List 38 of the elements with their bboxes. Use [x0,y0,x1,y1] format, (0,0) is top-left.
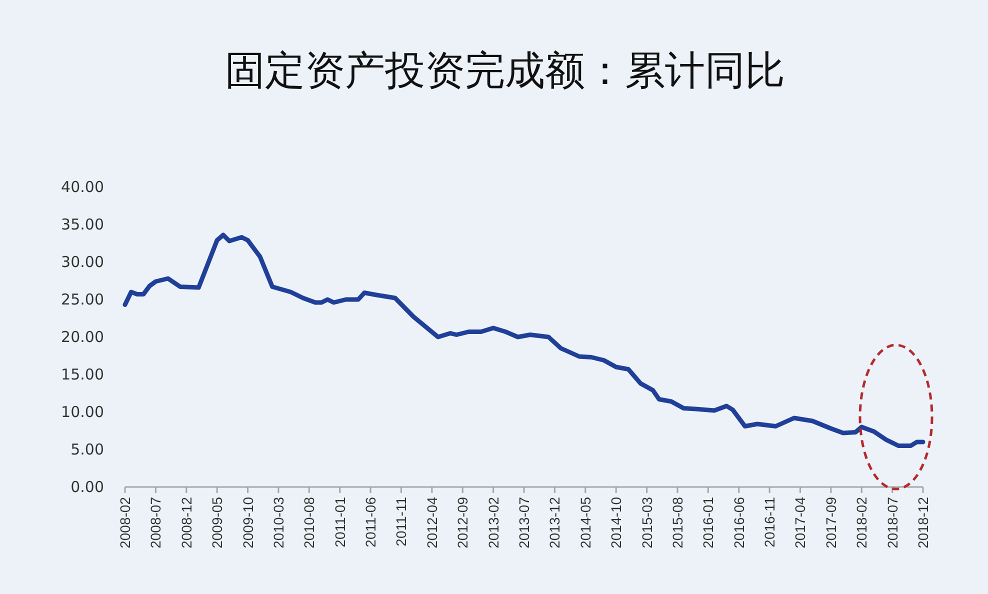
y-tick-label: 5.00 [70,440,104,458]
x-tick-label: 2018-12 [915,496,931,548]
y-tick-label: 40.00 [61,178,104,196]
x-tick-label: 2010-03 [270,496,286,548]
x-tick-label: 2014-10 [608,496,624,548]
x-tick-label: 2016-06 [730,496,747,548]
y-tick-label: 30.00 [61,253,104,271]
y-tick-label: 20.00 [61,328,104,346]
x-tick-label: 2016-11 [762,496,778,548]
x-tick-label: 2012-04 [424,496,440,548]
x-tick-label: 2013-07 [516,496,532,548]
x-tick-label: 2011-06 [362,496,379,548]
x-tick-label: 2013-12 [546,496,563,548]
x-tick-label: 2015-03 [638,496,655,548]
x-tick-label: 2009-10 [240,496,256,548]
y-tick-label: 15.00 [61,366,104,384]
x-tick-label: 2010-08 [301,496,318,548]
x-tick-label: 2011-11 [393,496,410,546]
line-series [122,232,926,448]
chart-title: 固定资产投资完成额：累计同比 [225,48,785,94]
y-tick-label: 0.00 [70,478,104,496]
x-tick-label: 2008-12 [178,496,194,548]
x-tick-label: 2018-07 [884,496,900,548]
x-tick-label: 2011-01 [332,496,348,548]
x-tick-label: 2009-05 [209,496,226,548]
x-tick-label: 2008-02 [117,496,133,548]
x-tick-label: 2013-02 [485,496,502,548]
x-tick-label: 2008-07 [148,496,164,548]
x-tick-label: 2015-08 [669,496,686,548]
x-tick-label: 2017-09 [822,496,839,548]
y-tick-label: 25.00 [61,290,104,308]
y-tick-label: 10.00 [61,403,104,421]
x-tick-label: 2018-02 [854,496,870,548]
x-tick-label: 2014-05 [577,496,594,548]
y-tick-label: 35.00 [61,216,104,234]
x-tick-label: 2012-09 [454,496,471,548]
x-tick-label: 2016-01 [700,496,716,548]
x-tick-label: 2017-04 [792,496,808,548]
